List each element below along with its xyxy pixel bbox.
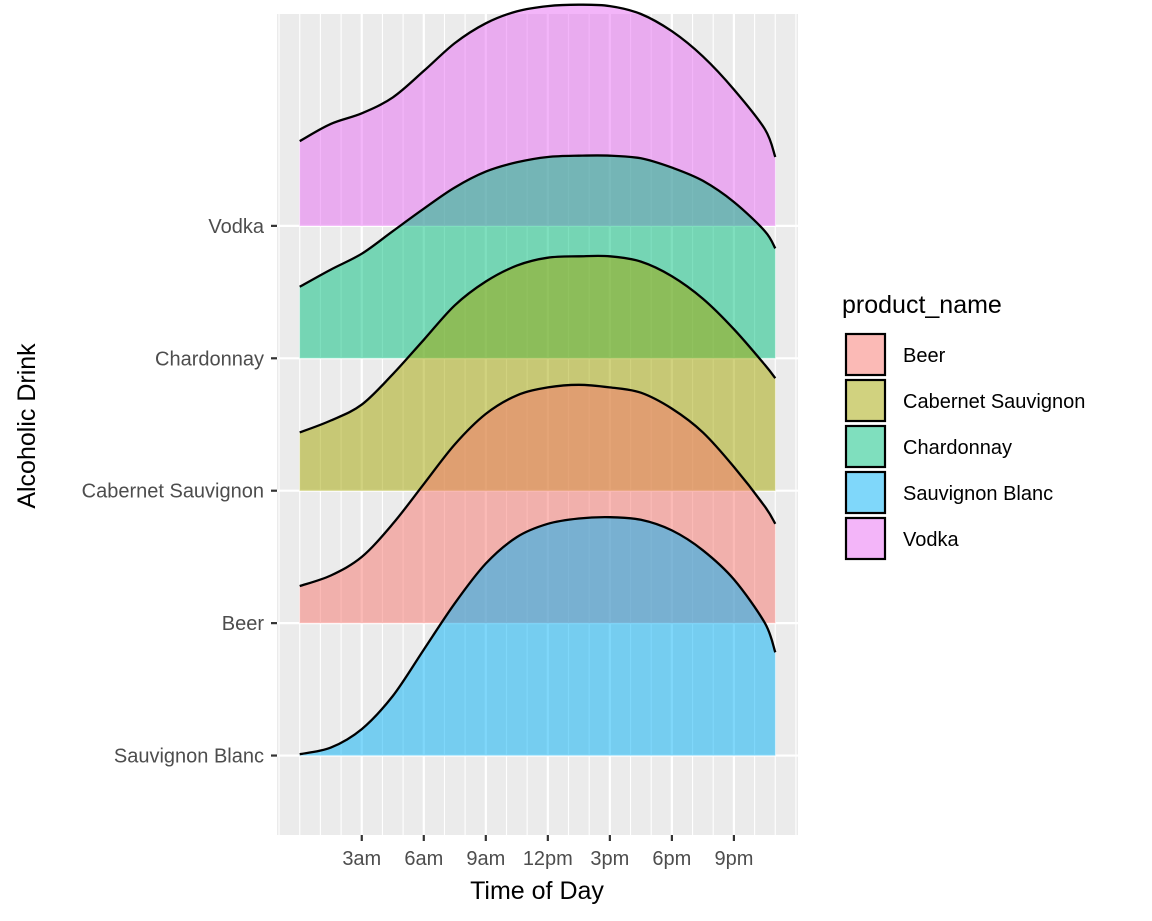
x-tick-label: 6pm — [652, 848, 691, 870]
ridge-line-cabernet-sauvignon — [299, 254, 777, 434]
x-tick-label: 3am — [342, 848, 381, 870]
ridge-line-chardonnay — [299, 154, 777, 288]
legend-swatch-chardonnay — [844, 424, 887, 469]
legend-title: product_name — [842, 291, 1002, 319]
legend-label-chardonnay: Chardonnay — [903, 437, 1012, 459]
y-tick-label: Chardonnay — [155, 348, 264, 370]
legend-label-sauvignon-blanc: Sauvignon Blanc — [903, 483, 1053, 505]
legend-label-beer: Beer — [903, 345, 946, 367]
ridge-line-vodka — [299, 3, 777, 158]
y-tick-label: Beer — [222, 613, 265, 635]
x-tick-label: 3pm — [590, 848, 629, 870]
x-tick-label: 9am — [466, 848, 505, 870]
x-tick-label: 12pm — [523, 848, 573, 870]
legend: product_name Beer Cabernet Sauvignon Chard… — [842, 291, 1085, 561]
legend-swatch-beer — [844, 332, 887, 377]
density-ridges — [299, 3, 777, 756]
y-axis: Sauvignon Blanc Beer Cabernet Sauvignon Cha… — [82, 216, 277, 768]
y-tick-label: Vodka — [208, 216, 264, 238]
ridge-area-sauvignon-blanc — [299, 517, 776, 756]
legend-swatch-sauvignon-blanc — [844, 470, 887, 515]
y-axis-title: Alcoholic Drink — [13, 343, 41, 509]
ridge-line-sauvignon-blanc — [299, 516, 777, 756]
legend-items: Beer Cabernet Sauvignon Chardonnay Sauvigno… — [844, 332, 1085, 561]
legend-label-cabernet-sauvignon: Cabernet Sauvignon — [903, 391, 1085, 413]
x-tick-label: 6am — [404, 848, 443, 870]
y-tick-label: Sauvignon Blanc — [114, 746, 264, 768]
legend-swatch-cabernet-sauvignon — [844, 378, 887, 423]
y-tick-label: Cabernet Sauvignon — [82, 481, 264, 503]
legend-label-vodka: Vodka — [903, 529, 959, 551]
ridge-line-beer — [299, 383, 777, 588]
x-axis-title: Time of Day — [470, 877, 604, 905]
legend-swatch-vodka — [844, 516, 887, 561]
x-tick-label: 9pm — [714, 848, 753, 870]
x-axis: 3am 6am 9am 12pm 3pm 6pm 9pm — [342, 835, 753, 870]
